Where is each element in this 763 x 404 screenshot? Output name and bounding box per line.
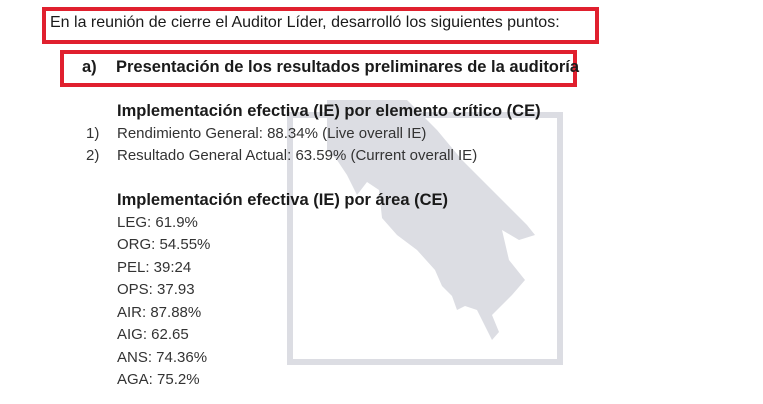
section-heading: a) Presentación de los resultados prelimi…	[82, 58, 579, 77]
area-heading: Implementación efectiva (IE) por área (C…	[117, 191, 449, 209]
list-number: 2)	[86, 147, 100, 164]
section-label: a)	[82, 58, 97, 76]
costa-rica-map-watermark	[327, 100, 535, 340]
list-item: Rendimiento General: 88.34% (Live overal…	[117, 125, 427, 142]
area-item: ORG: 54.55%	[117, 236, 211, 253]
area-item: PEL: 39:24	[117, 259, 192, 276]
ce-heading: Implementación efectiva (IE) por element…	[117, 102, 541, 120]
list-item: Resultado General Actual: 63.59% (Curren…	[117, 147, 478, 164]
area-item: AIR: 87.88%	[117, 304, 202, 321]
area-item: OPS: 37.93	[117, 281, 195, 298]
section-title: Presentación de los resultados prelimina…	[116, 58, 580, 76]
highlight-box-intro	[42, 7, 599, 44]
area-item: AIG: 62.65	[117, 326, 189, 343]
area-item: LEG: 61.9%	[117, 214, 198, 231]
highlight-box-section	[60, 50, 577, 87]
intro-text: En la reunión de cierre el Auditor Líder…	[50, 14, 560, 31]
list-number: 1)	[86, 125, 100, 142]
area-item: ANS: 74.36%	[117, 349, 208, 366]
area-item: AGA: 75.2%	[117, 371, 200, 388]
watermark-frame	[287, 112, 563, 365]
